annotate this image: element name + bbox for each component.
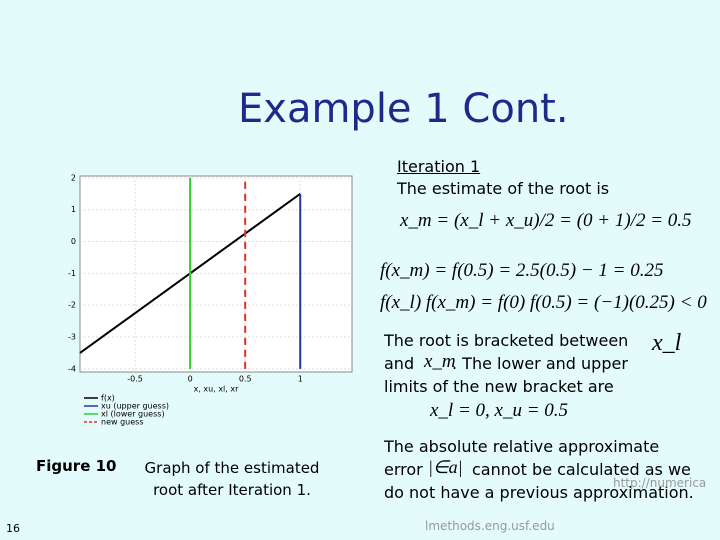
symbol: x_l (652, 330, 682, 356)
heading: Iteration 1 (397, 157, 481, 176)
text: The root is bracketed between (384, 331, 629, 350)
x-label: x, xu, xl, xr (194, 385, 239, 394)
formula: x_m = (x_l + x_u)/2 = (0 + 1)/2 = 0.5 (400, 210, 692, 231)
x-tick-label: 0.5 (239, 375, 252, 384)
text: and (384, 354, 415, 373)
x-tick-label: 1 (298, 375, 303, 384)
legend-label: xu (upper guess) (101, 402, 169, 411)
legend-label: xl (lower guess) (101, 410, 165, 419)
y-tick-label: -1 (68, 269, 76, 278)
formula: x_l = 0, x_u = 0.5 (430, 400, 569, 421)
formula: f(x_m) = f(0.5) = 2.5(0.5) − 1 = 0.25 (380, 260, 664, 281)
text: error (384, 460, 423, 479)
plot-area (79, 175, 353, 373)
caption-label: Figure 10 (36, 457, 117, 475)
y-tick-label: -2 (68, 301, 76, 310)
x-tick-label: 0 (188, 375, 193, 384)
text: limits of the new bracket are (384, 377, 614, 396)
formula: f(x_l) f(x_m) = f(0) f(0.5) = (−1)(0.25)… (380, 292, 707, 313)
page-number: 16 (6, 522, 20, 535)
text: cannot be calculated as we (472, 460, 691, 479)
legend-label: new guess (101, 418, 143, 427)
text: The absolute relative approximate (384, 437, 660, 456)
y-tick-label: 2 (71, 173, 76, 182)
x-tick-label: -0.5 (127, 375, 143, 384)
legend-label: f(x) (101, 394, 115, 403)
text: . The lower and upper (452, 354, 628, 373)
url: lmethods.eng.usf.edu (425, 519, 555, 533)
y-tick-label: 0 (71, 237, 76, 246)
text: do not have a previous approximation. (384, 483, 694, 502)
url: http://numerica (613, 476, 707, 490)
y-tick-label: -3 (68, 333, 76, 342)
y-tick-label: -4 (68, 364, 76, 373)
symbol: x_m (424, 351, 456, 372)
intro: The estimate of the root is (397, 179, 610, 198)
title: Example 1 Cont. (238, 86, 569, 132)
y-tick-label: 1 (71, 205, 76, 214)
caption: Graph of the estimated root after Iterat… (144, 459, 320, 499)
symbol: |∈a| (428, 457, 463, 477)
